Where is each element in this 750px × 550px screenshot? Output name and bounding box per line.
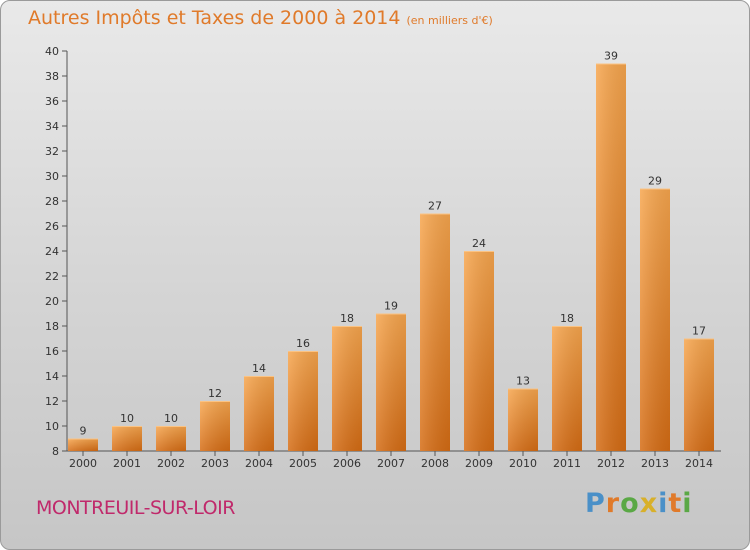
bar-shading — [156, 426, 186, 451]
x-tick-label: 2011 — [553, 457, 581, 470]
bar-shading — [244, 376, 274, 451]
y-tick-label: 22 — [45, 270, 59, 283]
data-label: 10 — [120, 412, 134, 425]
brand-letter: i — [658, 488, 669, 519]
brand-letter: r — [605, 488, 621, 519]
data-label: 19 — [384, 300, 398, 313]
bar-shading — [376, 313, 406, 451]
x-tick-label: 2010 — [509, 457, 537, 470]
y-tick-label: 40 — [45, 45, 59, 58]
bar-shading — [288, 351, 318, 451]
x-tick-label: 2009 — [465, 457, 493, 470]
bar-shading — [112, 426, 142, 451]
bar-shading — [552, 326, 582, 451]
y-tick-label: 10 — [45, 420, 59, 433]
bar-shading — [684, 338, 714, 451]
brand-letter: P — [585, 488, 606, 519]
y-tick-label: 26 — [45, 220, 59, 233]
y-tick-label: 38 — [45, 70, 59, 83]
data-label: 18 — [560, 312, 574, 325]
x-tick-label: 2005 — [289, 457, 317, 470]
bar-shading — [200, 401, 230, 451]
data-label: 14 — [252, 362, 266, 375]
x-tick-label: 2004 — [245, 457, 273, 470]
bar-shading — [640, 188, 670, 451]
y-tick-label: 24 — [45, 245, 59, 258]
x-tick-label: 2003 — [201, 457, 229, 470]
chart-title: Autres Impôts et Taxes de 2000 à 2014 — [28, 7, 401, 29]
bar-shading — [332, 326, 362, 451]
bar-shading — [68, 438, 98, 451]
x-tick-label: 2014 — [685, 457, 713, 470]
brand-letter: x — [639, 488, 659, 519]
y-tick-label: 34 — [45, 120, 59, 133]
y-tick-label: 32 — [45, 145, 59, 158]
y-tick-label: 18 — [45, 320, 59, 333]
bar-shading — [508, 388, 538, 451]
chart-subtitle: (en milliers d'€) — [406, 14, 493, 27]
brand-letter: o — [620, 488, 640, 519]
brand-logo: Proxiti — [585, 488, 693, 519]
data-label: 10 — [164, 412, 178, 425]
data-labels: 9 10 10 12 14 16 18 19 27 24 13 18 39 29 17 — [80, 50, 707, 438]
y-tick-label: 30 — [45, 170, 59, 183]
y-tick-label: 14 — [45, 370, 59, 383]
title-line: Autres Impôts et Taxes de 2000 à 2014 (en… — [28, 7, 493, 29]
y-tick-label: 8 — [52, 445, 59, 458]
commune-name: MONTREUIL-SUR-LOIR — [36, 497, 235, 519]
data-label: 13 — [516, 375, 530, 388]
brand-letter: i — [682, 488, 693, 519]
x-tick-label: 2000 — [69, 457, 97, 470]
x-tick-label: 2013 — [641, 457, 669, 470]
data-label: 12 — [208, 387, 222, 400]
x-tick-label: 2001 — [113, 457, 141, 470]
y-tick-label: 28 — [45, 195, 59, 208]
data-label: 39 — [604, 50, 618, 63]
brand-letter: t — [668, 488, 683, 519]
x-tick-label: 2007 — [377, 457, 405, 470]
y-tick-label: 36 — [45, 95, 59, 108]
data-label: 18 — [340, 312, 354, 325]
y-tick-label: 16 — [45, 345, 59, 358]
x-tick-label: 2008 — [421, 457, 449, 470]
data-label: 27 — [428, 200, 442, 213]
y-tick-label: 20 — [45, 295, 59, 308]
data-label: 17 — [692, 325, 706, 338]
data-label: 29 — [648, 175, 662, 188]
data-label: 9 — [80, 425, 87, 438]
x-tick-label: 2002 — [157, 457, 185, 470]
bars — [68, 63, 714, 451]
bar-shading — [464, 251, 494, 451]
bar-shading — [596, 63, 626, 451]
data-label: 16 — [296, 337, 310, 350]
x-tick-label: 2012 — [597, 457, 625, 470]
bar-shading — [420, 213, 450, 451]
x-tick-label: 2006 — [333, 457, 361, 470]
y-tick-label: 12 — [45, 395, 59, 408]
data-label: 24 — [472, 237, 486, 250]
